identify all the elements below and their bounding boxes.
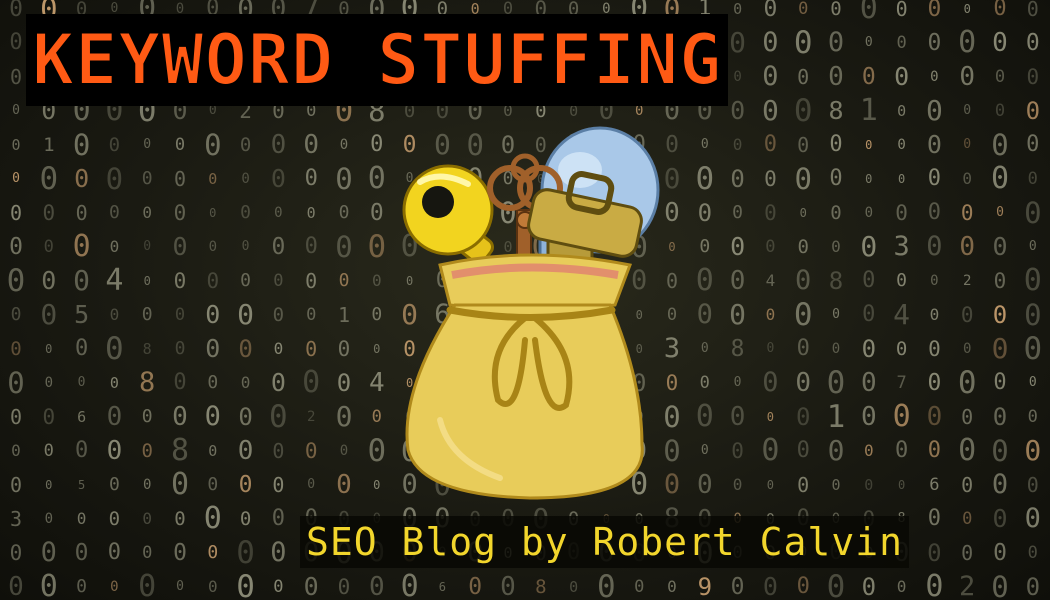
sack-icon [405,253,644,500]
digit-column: 000000030407000800 [892,0,911,596]
banner-subtitle: SEO Blog by Robert Calvin [300,516,909,568]
gold-key-icon [402,164,494,265]
digit-column: 000000000030000800 [663,0,681,596]
keyword-sack-illustration [402,126,660,500]
banner-title: KEYWORD STUFFING [26,14,729,106]
digit-column: 004000000100000000 [334,0,354,599]
